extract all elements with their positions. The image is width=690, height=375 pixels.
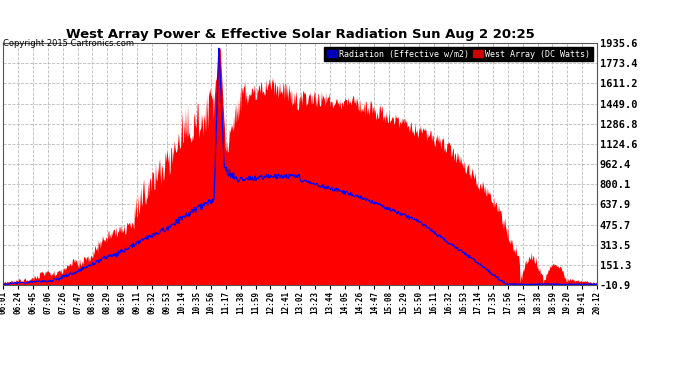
Text: Copyright 2015 Cartronics.com: Copyright 2015 Cartronics.com (3, 39, 135, 48)
Title: West Array Power & Effective Solar Radiation Sun Aug 2 20:25: West Array Power & Effective Solar Radia… (66, 28, 535, 40)
Legend: Radiation (Effective w/m2), West Array (DC Watts): Radiation (Effective w/m2), West Array (… (324, 47, 593, 61)
